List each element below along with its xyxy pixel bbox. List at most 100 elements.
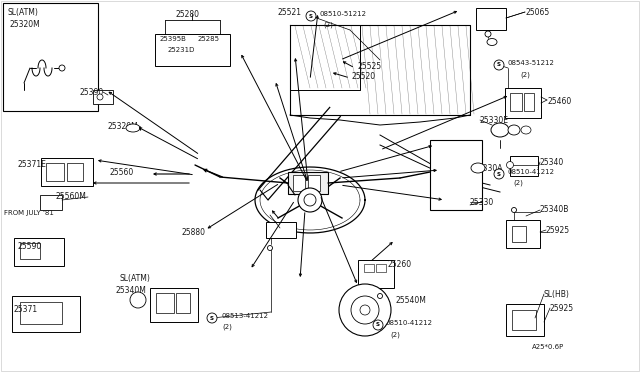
Text: S: S [376,323,380,327]
Text: 25560: 25560 [110,168,134,177]
Text: SL(HB): SL(HB) [544,290,570,299]
Circle shape [511,208,516,212]
Bar [14,238,64,266]
Text: S: S [497,62,501,67]
Bar [506,304,544,336]
Bar [288,172,328,194]
Circle shape [298,188,322,212]
Text: 25560M: 25560M [55,192,86,201]
Text: S: S [309,13,313,19]
Text: 08510-51212: 08510-51212 [320,11,367,17]
Bar [67,163,83,181]
Text: 25280: 25280 [175,10,199,19]
Text: 25340B: 25340B [540,205,570,214]
Ellipse shape [491,123,509,137]
Ellipse shape [508,125,520,135]
Text: 25320M: 25320M [10,20,41,29]
Text: (2): (2) [520,72,530,78]
Text: 25521: 25521 [277,8,301,17]
Text: (2): (2) [323,22,333,29]
Text: 25460: 25460 [547,97,572,106]
Circle shape [207,313,217,323]
Bar [476,8,506,30]
Text: 25320M: 25320M [108,122,139,131]
Bar [376,264,386,272]
Text: 25330E: 25330E [480,116,509,125]
Text: SL(ATM): SL(ATM) [120,274,151,283]
Text: A25*0.6P: A25*0.6P [532,344,564,350]
Bar [512,310,536,330]
Text: 25260: 25260 [388,260,412,269]
Text: 08510-41212: 08510-41212 [507,169,554,175]
Circle shape [506,161,513,169]
Bar [308,175,320,191]
Bar [20,243,40,259]
Bar [293,175,305,191]
Circle shape [373,320,383,330]
Circle shape [351,296,379,324]
Bar [512,226,526,242]
Ellipse shape [471,163,485,173]
Bar [176,293,190,313]
Text: (2): (2) [390,331,400,337]
Bar [156,293,174,313]
Text: 25371E: 25371E [18,160,47,169]
Text: 25925: 25925 [546,226,570,235]
Text: (2): (2) [513,180,523,186]
Bar [266,222,296,238]
Ellipse shape [130,292,146,308]
Bar [430,140,482,210]
Bar [150,288,198,322]
Bar [505,88,541,118]
Text: 25231D: 25231D [168,47,195,53]
Circle shape [494,169,504,179]
Bar [3,3,98,111]
Bar [155,34,230,66]
Ellipse shape [521,126,531,134]
Text: SL(ATM): SL(ATM) [8,8,39,17]
Text: 25340M: 25340M [116,286,147,295]
Circle shape [360,305,370,315]
Bar [41,158,93,186]
Text: 08513-41212: 08513-41212 [221,313,268,319]
Bar [358,260,394,288]
Text: 25371: 25371 [14,305,38,314]
Circle shape [378,294,383,298]
Text: 25880: 25880 [182,228,206,237]
Circle shape [485,31,491,37]
Text: S: S [497,171,501,176]
Bar [352,305,364,315]
Text: 25285: 25285 [198,36,220,42]
Text: 08510-41212: 08510-41212 [386,320,433,326]
Bar [12,296,80,332]
Bar [364,264,374,272]
Bar [20,302,62,324]
Text: S: S [210,315,214,321]
Circle shape [268,246,273,250]
Circle shape [304,194,316,206]
Text: 25330: 25330 [470,198,494,207]
Bar [40,195,62,210]
Text: 25520: 25520 [352,72,376,81]
Text: (2): (2) [222,324,232,330]
Text: FROM JULY '81: FROM JULY '81 [4,210,54,216]
Text: 08543-51212: 08543-51212 [507,60,554,66]
Ellipse shape [126,124,140,132]
Text: 25525: 25525 [357,62,381,71]
Text: 25330A: 25330A [474,164,504,173]
Text: 25540M: 25540M [396,296,427,305]
Circle shape [494,60,504,70]
Bar [510,156,538,176]
Circle shape [339,284,391,336]
Circle shape [97,94,103,100]
Circle shape [59,65,65,71]
Bar [46,163,64,181]
Bar [524,93,534,111]
Bar [510,93,522,111]
Bar [93,90,113,104]
Text: 25590: 25590 [18,242,42,251]
Text: 25925: 25925 [550,304,574,313]
Text: 25065: 25065 [525,8,549,17]
Ellipse shape [487,38,497,45]
Text: 25340: 25340 [540,158,564,167]
